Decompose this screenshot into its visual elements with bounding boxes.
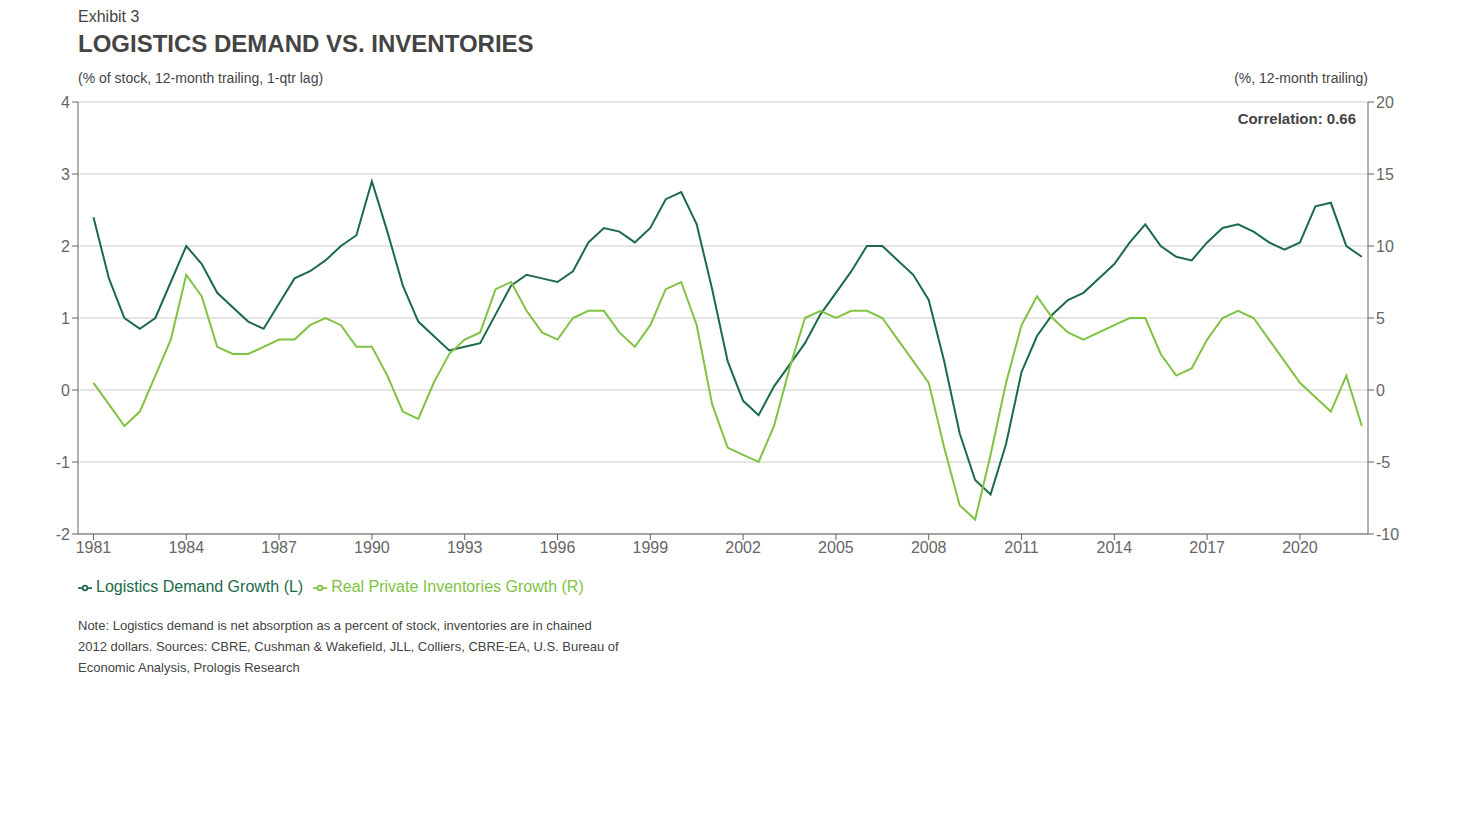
svg-text:2002: 2002	[725, 539, 761, 556]
svg-text:1999: 1999	[633, 539, 669, 556]
svg-text:1987: 1987	[261, 539, 297, 556]
svg-text:3: 3	[61, 166, 70, 183]
svg-text:1: 1	[61, 310, 70, 327]
html-text:Economic Analysis, Prologis Re: Economic Analysis, Prologis Research	[78, 659, 300, 675]
svg-text:15: 15	[1376, 166, 1394, 183]
svg-text:-2: -2	[56, 526, 70, 543]
svg-text:2: 2	[61, 238, 70, 255]
html-text:Real Private Inventories Growt: Real Private Inventories Growth (R)	[331, 578, 584, 595]
svg-text:2011: 2011	[1004, 539, 1039, 556]
svg-text:10: 10	[1376, 238, 1394, 255]
svg-text:4: 4	[61, 94, 70, 111]
html-text:2012 dollars. Sources: CBRE, C: 2012 dollars. Sources: CBRE, Cushman & W…	[78, 638, 619, 654]
svg-text:2020: 2020	[1282, 539, 1318, 556]
svg-text:0: 0	[1376, 382, 1385, 399]
svg-text:-5: -5	[1376, 454, 1390, 471]
html-text:Exhibit 3: Exhibit 3	[78, 8, 140, 25]
svg-text:1996: 1996	[540, 539, 576, 556]
svg-text:20: 20	[1376, 94, 1394, 111]
html-text:(%, 12-month trailing): (%, 12-month trailing)	[1234, 70, 1368, 86]
svg-text:0: 0	[61, 382, 70, 399]
svg-text:-1: -1	[56, 454, 70, 471]
svg-text:2017: 2017	[1189, 539, 1225, 556]
svg-text:5: 5	[1376, 310, 1385, 327]
svg-text:1990: 1990	[354, 539, 390, 556]
svg-text:1993: 1993	[447, 539, 483, 556]
html-text:LOGISTICS DEMAND VS. INVENTORI: LOGISTICS DEMAND VS. INVENTORIES	[78, 30, 534, 57]
svg-text:1984: 1984	[168, 539, 204, 556]
svg-text:1981: 1981	[76, 539, 112, 556]
html-text:Note: Logistics demand is net: Note: Logistics demand is net absorption…	[78, 618, 592, 633]
svg-text:2014: 2014	[1097, 539, 1133, 556]
html-text:(% of stock, 12-month trailing: (% of stock, 12-month trailing, 1-qtr la…	[78, 70, 324, 86]
svg-text:2008: 2008	[911, 539, 947, 556]
html-text:Correlation: 0.66: Correlation: 0.66	[1237, 110, 1356, 127]
svg-text:2005: 2005	[818, 539, 854, 556]
html-text:Logistics Demand Growth (L): Logistics Demand Growth (L)	[96, 578, 304, 595]
svg-text:-10: -10	[1376, 526, 1399, 543]
